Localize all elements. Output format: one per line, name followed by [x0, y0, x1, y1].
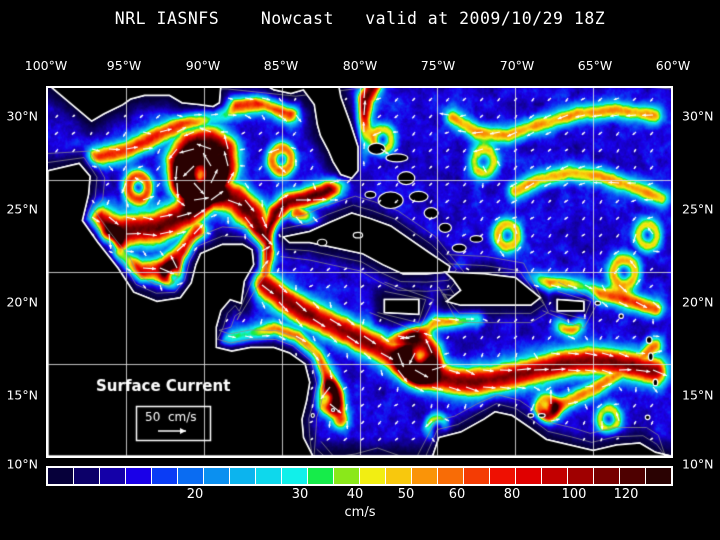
lat-tick-r-2: 20°N	[682, 294, 714, 310]
colorbar-swatch-10	[308, 468, 334, 484]
colorbar-swatch-1	[74, 468, 100, 484]
colorbar-swatch-19	[542, 468, 568, 484]
lat-tick-l-0: 30°N	[6, 108, 38, 124]
lon-tick-2: 90°W	[185, 58, 221, 73]
colorbar-tick-2: 40	[346, 487, 364, 502]
lon-tick-0: 100°W	[24, 58, 68, 73]
colorbar-swatch-11	[334, 468, 360, 484]
colorbar-swatch-9	[282, 468, 308, 484]
lat-tick-r-0: 30°N	[682, 108, 714, 124]
lat-tick-r-4: 10°N	[682, 456, 714, 472]
colorbar-unit-label: cm/s	[344, 505, 376, 520]
colorbar-swatch-17	[490, 468, 516, 484]
colorbar-swatch-20	[568, 468, 594, 484]
colorbar-swatch-22	[620, 468, 646, 484]
lon-tick-7: 65°W	[577, 58, 613, 73]
colorbar-tick-4: 60	[448, 487, 466, 502]
colorbar-swatch-2	[100, 468, 126, 484]
colorbar-tick-3: 50	[397, 487, 415, 502]
lat-tick-l-2: 20°N	[6, 294, 38, 310]
lat-tick-r-1: 25°N	[682, 201, 714, 217]
lon-tick-8: 60°W	[655, 58, 691, 73]
lon-tick-3: 85°W	[263, 58, 299, 73]
colorbar-swatch-18	[516, 468, 542, 484]
colorbar-swatch-14	[412, 468, 438, 484]
colorbar-swatch-13	[386, 468, 412, 484]
colorbar-tick-1: 30	[291, 487, 309, 502]
lon-tick-5: 75°W	[420, 58, 456, 73]
lon-tick-6: 70°W	[499, 58, 535, 73]
colorbar-swatch-15	[438, 468, 464, 484]
colorbar	[46, 466, 673, 486]
lat-tick-r-3: 15°N	[682, 387, 714, 403]
map-plot-area	[46, 86, 673, 458]
colorbar-tick-0: 20	[186, 487, 204, 502]
figure-title: NRL IASNFS Nowcast valid at 2009/10/29 1…	[114, 9, 606, 28]
colorbar-swatch-12	[360, 468, 386, 484]
lat-tick-l-3: 15°N	[6, 387, 38, 403]
colorbar-tick-7: 120	[613, 487, 639, 502]
colorbar-swatch-5	[178, 468, 204, 484]
colorbar-tick-6: 100	[561, 487, 587, 502]
lon-tick-4: 80°W	[342, 58, 378, 73]
lat-tick-l-4: 10°N	[6, 456, 38, 472]
colorbar-tick-5: 80	[503, 487, 521, 502]
colorbar-swatch-8	[256, 468, 282, 484]
lat-tick-l-1: 25°N	[6, 201, 38, 217]
colorbar-swatch-0	[48, 468, 74, 484]
colorbar-swatch-3	[126, 468, 152, 484]
current-speed-field	[48, 88, 671, 456]
colorbar-swatch-4	[152, 468, 178, 484]
colorbar-swatch-23	[646, 468, 671, 484]
colorbar-swatch-6	[204, 468, 230, 484]
colorbar-swatch-21	[594, 468, 620, 484]
colorbar-swatch-16	[464, 468, 490, 484]
lon-tick-1: 95°W	[106, 58, 142, 73]
colorbar-swatch-7	[230, 468, 256, 484]
